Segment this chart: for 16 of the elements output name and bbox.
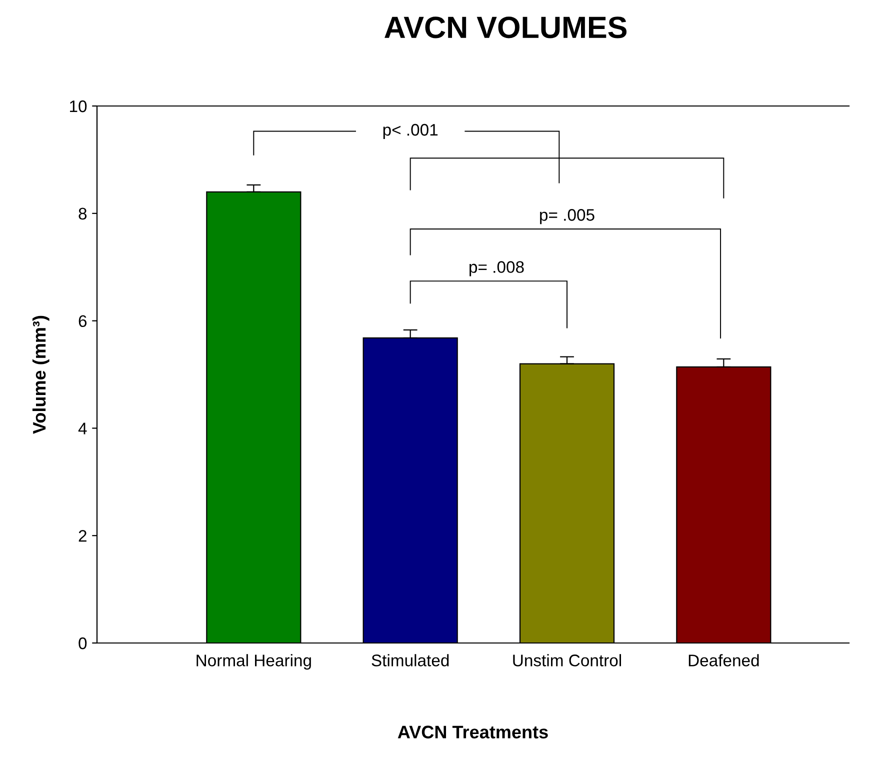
y-tick-label: 0 (78, 637, 87, 650)
y-axis-title: Volume (mm³) (32, 316, 50, 434)
annotation: p= .005 (540, 209, 594, 224)
annotation: p< .001 (383, 124, 438, 140)
y-tick-label: 8 (78, 208, 87, 220)
x-tick-label: Stimulated (372, 654, 449, 666)
y-tick-label: 6 (78, 315, 87, 328)
x-tick-label: Deafened (688, 654, 759, 666)
annotation: p= .008 (470, 261, 524, 276)
x-axis-title: AVCN Treatments (398, 726, 548, 738)
y-tick-label: 2 (78, 530, 86, 542)
chart-title: AVCN VOLUMES (384, 16, 627, 38)
x-tick-label: Unstim Control (513, 654, 621, 666)
y-tick-label: 4 (78, 422, 87, 434)
x-tick-label: Normal Hearing (196, 654, 311, 670)
y-tick-label: 10 (70, 100, 87, 112)
